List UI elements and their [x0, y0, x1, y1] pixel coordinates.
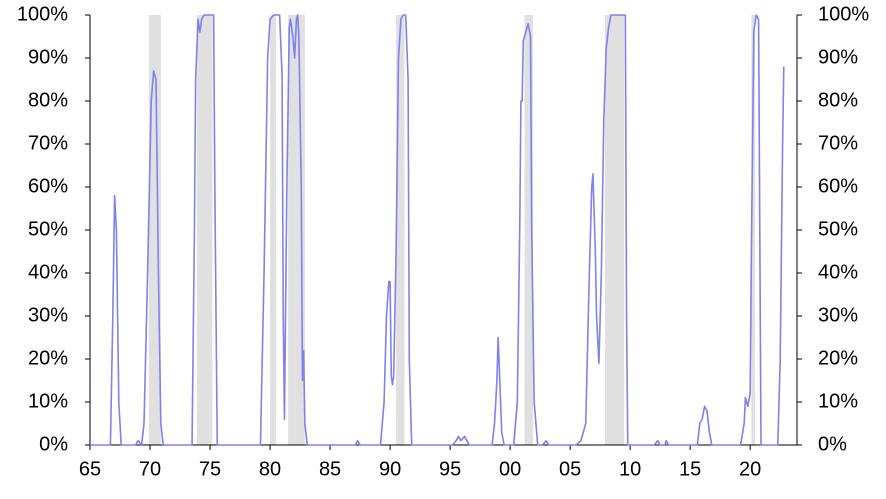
- y-tick-label: 70%: [28, 132, 68, 154]
- x-tick-label: 00: [499, 458, 521, 480]
- recession-band: [524, 15, 533, 445]
- y-tick-label: 50%: [28, 218, 68, 240]
- x-tick-label: 95: [439, 458, 461, 480]
- x-tick-label: 75: [199, 458, 221, 480]
- y-tick-label: 60%: [28, 175, 68, 197]
- x-tick-label: 15: [679, 458, 701, 480]
- data-line: [90, 14, 785, 446]
- y-tick-label: 10%: [28, 390, 68, 412]
- recession-band: [751, 15, 755, 445]
- y-tick-label: 0%: [39, 433, 68, 455]
- recession-band: [148, 15, 161, 445]
- x-tick-label: 85: [319, 458, 341, 480]
- y2-tick-label: 100%: [818, 3, 869, 25]
- x-tick-label: 10: [619, 458, 641, 480]
- recession-band: [196, 15, 213, 445]
- y-tick-label: 20%: [28, 347, 68, 369]
- x-tick-label: 65: [79, 458, 101, 480]
- y2-tick-label: 60%: [818, 175, 858, 197]
- x-tick-label: 20: [739, 458, 761, 480]
- y-tick-label: 90%: [28, 46, 68, 68]
- y2-tick-label: 10%: [818, 390, 858, 412]
- y-tick-label: 40%: [28, 261, 68, 283]
- x-tick-label: 05: [559, 458, 581, 480]
- y2-tick-label: 0%: [818, 433, 847, 455]
- x-tick-label: 80: [259, 458, 281, 480]
- y2-tick-label: 90%: [818, 46, 858, 68]
- y2-tick-label: 20%: [818, 347, 858, 369]
- y2-tick-label: 50%: [818, 218, 858, 240]
- y2-tick-label: 70%: [818, 132, 858, 154]
- y2-tick-label: 80%: [818, 89, 858, 111]
- y2-tick-label: 40%: [818, 261, 858, 283]
- recession-band: [396, 15, 405, 445]
- y-tick-label: 100%: [17, 3, 68, 25]
- x-tick-label: 90: [379, 458, 401, 480]
- x-tick-label: 70: [139, 458, 161, 480]
- recession-band: [270, 15, 277, 445]
- y-tick-label: 80%: [28, 89, 68, 111]
- y2-tick-label: 30%: [818, 304, 858, 326]
- recession-band: [604, 15, 625, 445]
- y-tick-label: 30%: [28, 304, 68, 326]
